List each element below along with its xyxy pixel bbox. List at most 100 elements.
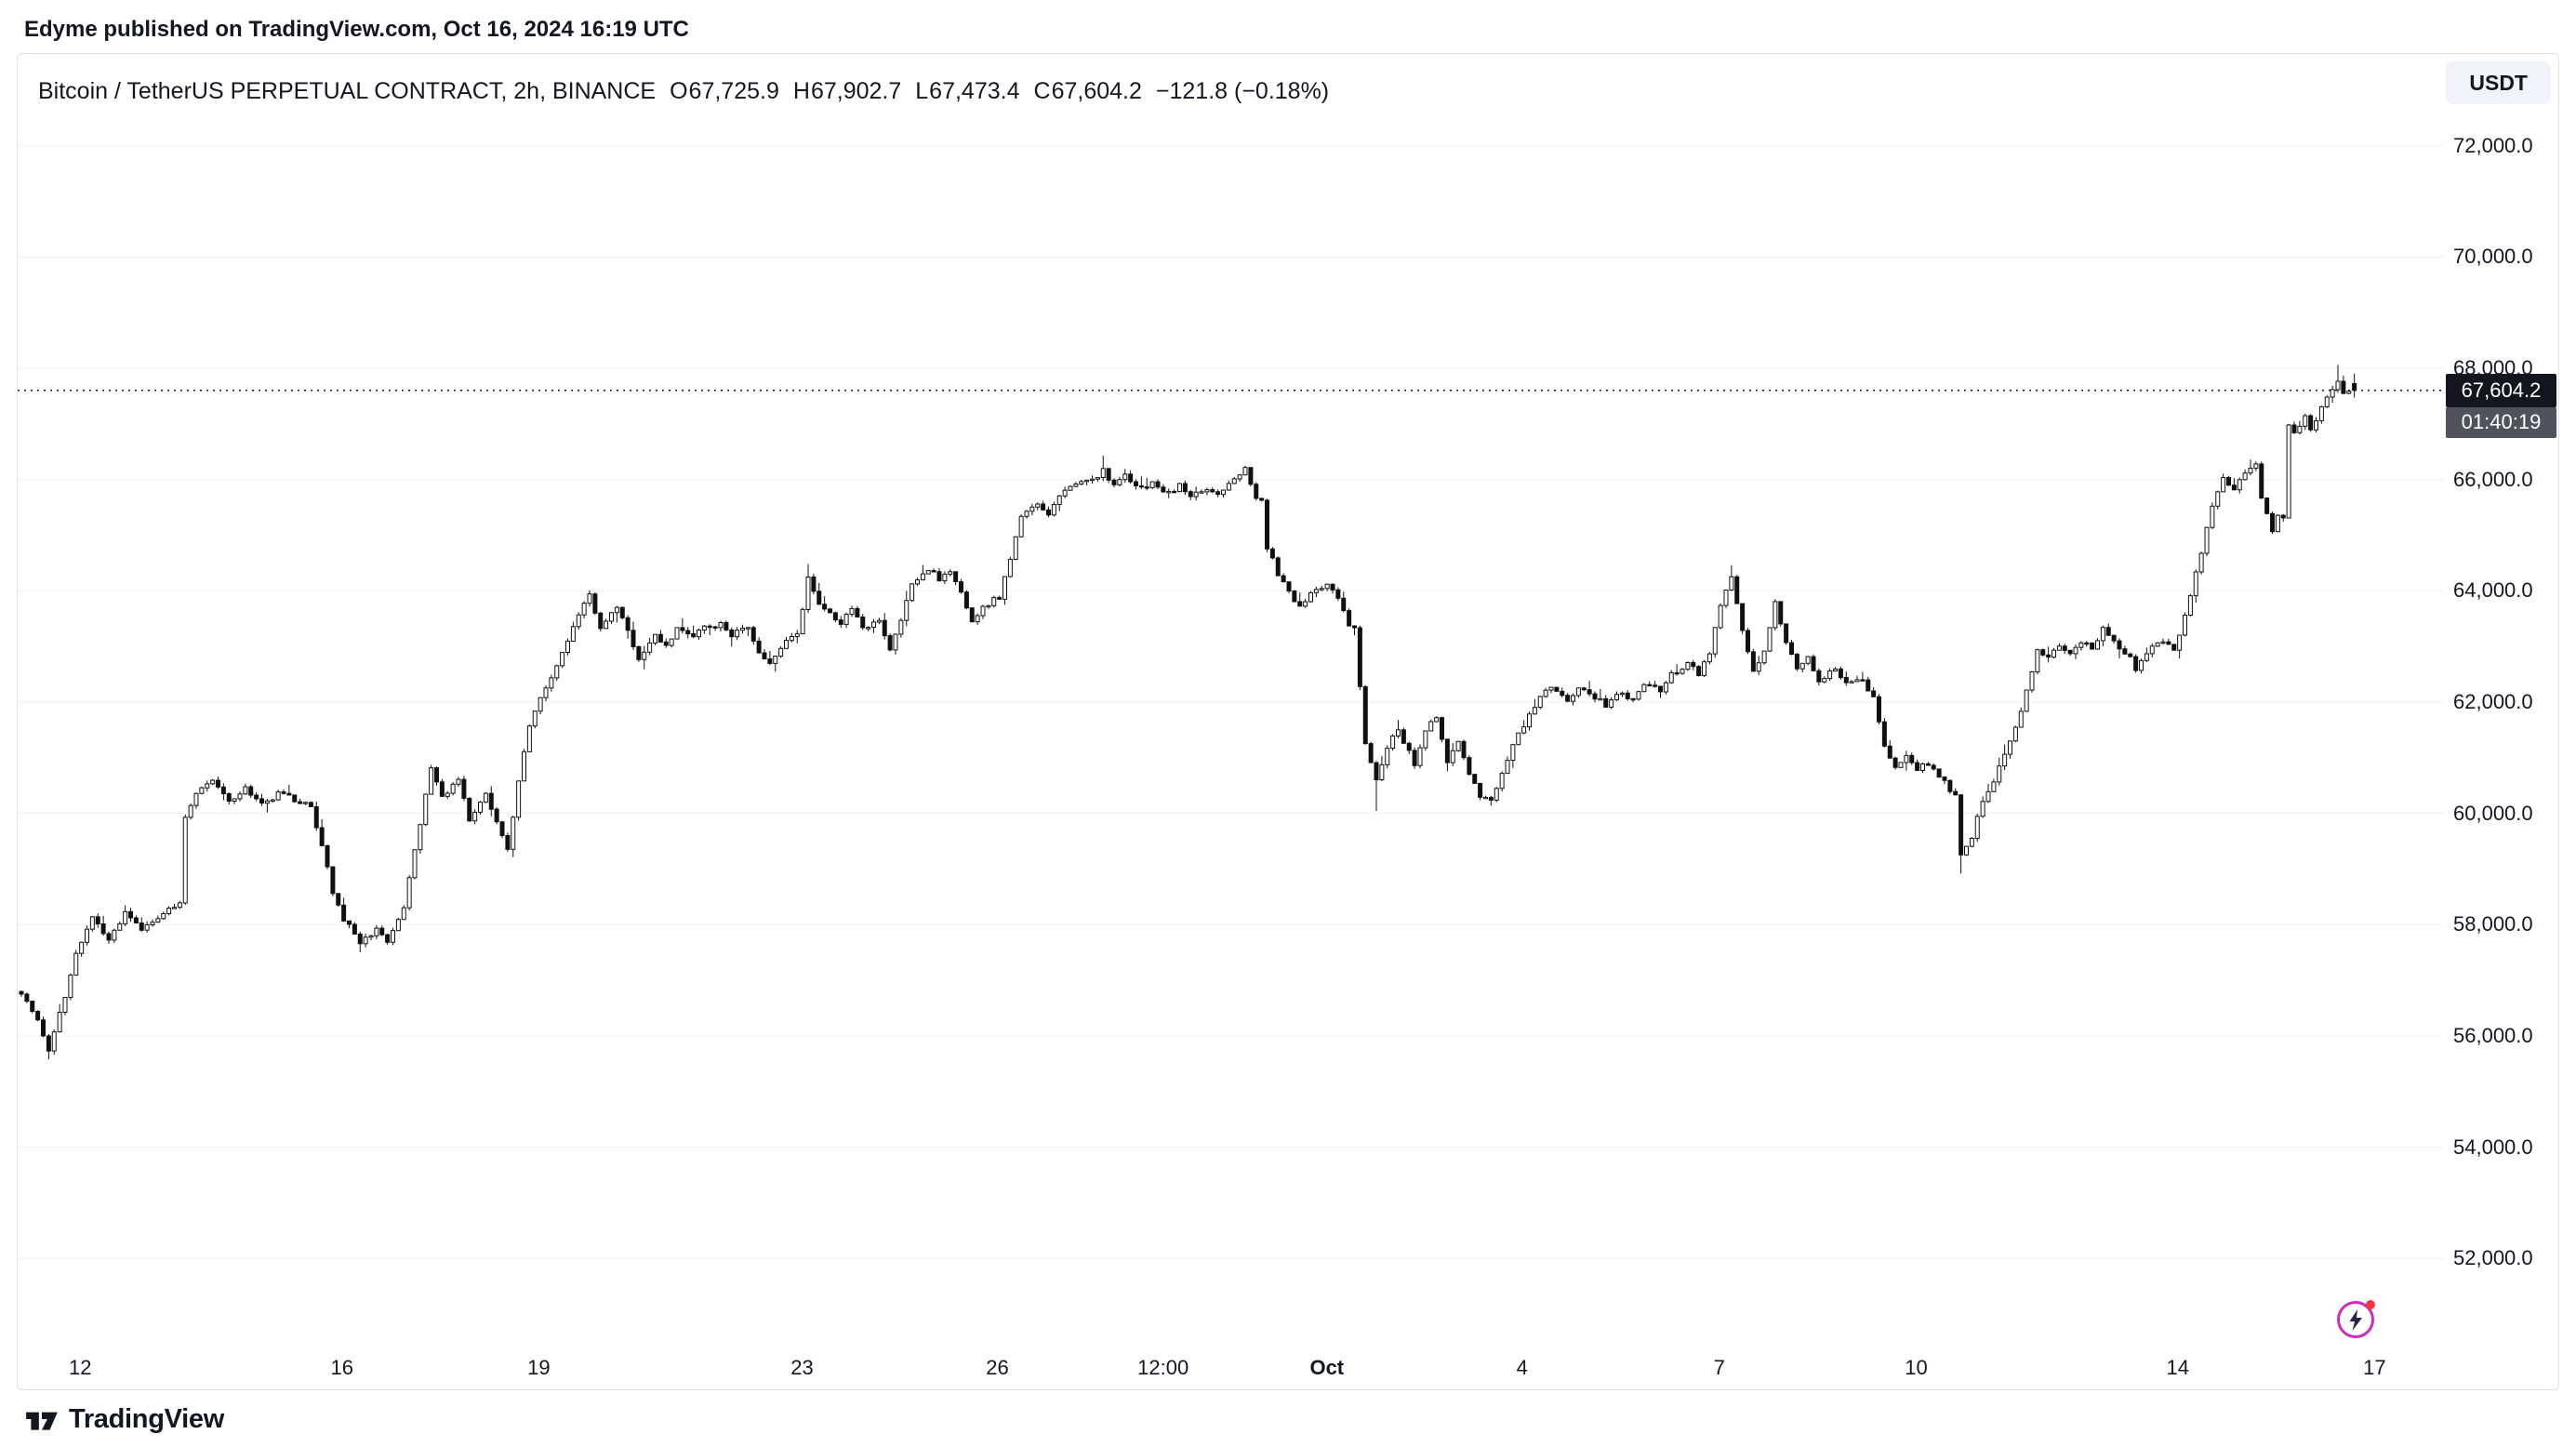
flash-icon[interactable] <box>2330 1293 2382 1345</box>
candle-down <box>2352 382 2357 392</box>
candle-down <box>1581 687 1587 691</box>
candle-up <box>1177 483 1182 493</box>
candle-up <box>1013 536 1018 560</box>
candle-down <box>767 658 773 664</box>
candle-down <box>1347 610 1352 627</box>
candle-up <box>1056 495 1062 505</box>
candle-up <box>450 783 456 794</box>
y-axis-label: 72,000.0 <box>2453 133 2533 157</box>
candle-up <box>1003 576 1007 600</box>
time-axis[interactable]: 12 16 19 23 26 12:00 Oct 4 7 10 14 17 <box>18 1345 2444 1391</box>
ohlc-open-value: 67,725.9 <box>688 78 779 104</box>
candle-down <box>1472 774 1478 784</box>
candle-up <box>406 877 412 909</box>
tradingview-logo[interactable]: TradingView <box>24 1399 224 1440</box>
candle-up <box>1149 481 1155 488</box>
y-axis-label: 54,000.0 <box>2453 1135 2533 1159</box>
candle-up <box>653 633 657 644</box>
tradingview-logo-mark-icon <box>26 1412 58 1430</box>
candle-down <box>505 835 511 850</box>
candle-up <box>543 687 549 698</box>
candle-up <box>456 778 461 785</box>
candle-down <box>707 625 712 629</box>
candle-down <box>2171 644 2177 651</box>
candle-up <box>1833 668 1838 672</box>
candle-up <box>1702 661 1706 676</box>
candle-up <box>925 570 931 575</box>
candle-down <box>1134 481 1138 486</box>
candle-up <box>1964 845 1969 856</box>
candle-up <box>2002 753 2008 767</box>
candle-up <box>2052 649 2056 658</box>
candle-down <box>832 612 838 621</box>
candle-up <box>1849 681 1854 684</box>
candle-up <box>1226 483 1231 491</box>
candle-up <box>948 571 953 575</box>
candle-down <box>1461 740 1467 759</box>
candle-down <box>1936 768 1942 778</box>
candle-up <box>1799 662 1805 670</box>
candle-up <box>210 779 216 785</box>
candle-up <box>1095 477 1100 480</box>
candle-down <box>2046 654 2052 658</box>
candle-up <box>532 710 538 727</box>
candle-down <box>2040 649 2046 656</box>
plot-area[interactable] <box>18 54 2444 1345</box>
candle-up <box>893 633 898 651</box>
candle-up <box>112 929 117 941</box>
candle-up <box>642 651 647 660</box>
candle-up <box>1090 478 1095 482</box>
candle-down <box>298 801 303 804</box>
candle-up <box>986 604 991 608</box>
candle-down <box>95 916 100 924</box>
candle-up <box>1543 689 1548 697</box>
candle-down <box>319 827 325 846</box>
candle-up <box>576 614 581 628</box>
candle-up <box>368 935 374 938</box>
candle-down <box>1248 467 1254 485</box>
candle-up <box>2183 615 2187 636</box>
candle-up <box>1685 662 1691 670</box>
candle-up <box>2024 689 2029 712</box>
candle-down <box>41 1019 46 1037</box>
candle-down <box>488 792 494 810</box>
currency-button[interactable]: USDT <box>2446 61 2551 104</box>
candle-up <box>1920 763 1925 772</box>
candle-down <box>936 571 942 582</box>
candle-up <box>516 780 522 818</box>
candle-up <box>1434 717 1440 723</box>
candle-down <box>1560 690 1565 697</box>
candle-down <box>887 635 893 651</box>
y-axis-label: 52,000.0 <box>2453 1246 2533 1270</box>
candle-down <box>1275 557 1281 577</box>
candle-up <box>2248 467 2253 474</box>
candle-down <box>1587 689 1592 695</box>
candle-down <box>1674 671 1680 675</box>
candle-down <box>1335 589 1341 599</box>
last-price-badge: 67,604.2 <box>2446 373 2556 407</box>
candle-up <box>1079 481 1084 485</box>
y-axis-label: 60,000.0 <box>2453 801 2533 825</box>
candlestick-canvas <box>18 145 2444 1259</box>
candle-up <box>1450 750 1455 763</box>
candle-down <box>286 792 292 796</box>
candle-down <box>352 923 357 935</box>
candle-down <box>631 630 636 647</box>
candle-down <box>1467 757 1472 776</box>
candle-up <box>1822 678 1827 683</box>
candle-up <box>2314 420 2318 431</box>
candle-up <box>549 677 554 689</box>
candle-up <box>2187 595 2193 616</box>
candle-up <box>1985 790 1991 803</box>
candle-up <box>1723 590 1729 606</box>
candle-up <box>1396 729 1401 737</box>
candle-up <box>2073 646 2078 655</box>
candle-up <box>1712 627 1718 655</box>
candle-down <box>313 806 319 829</box>
candle-down <box>1959 794 1964 856</box>
candle-down <box>220 786 226 794</box>
candle-up <box>1718 604 1723 629</box>
candle-up <box>1035 503 1041 508</box>
price-scale[interactable]: 72,000.0 70,000.0 68,000.0 66,000.0 64,000.0… <box>2444 54 2559 1345</box>
candle-down <box>494 808 499 823</box>
